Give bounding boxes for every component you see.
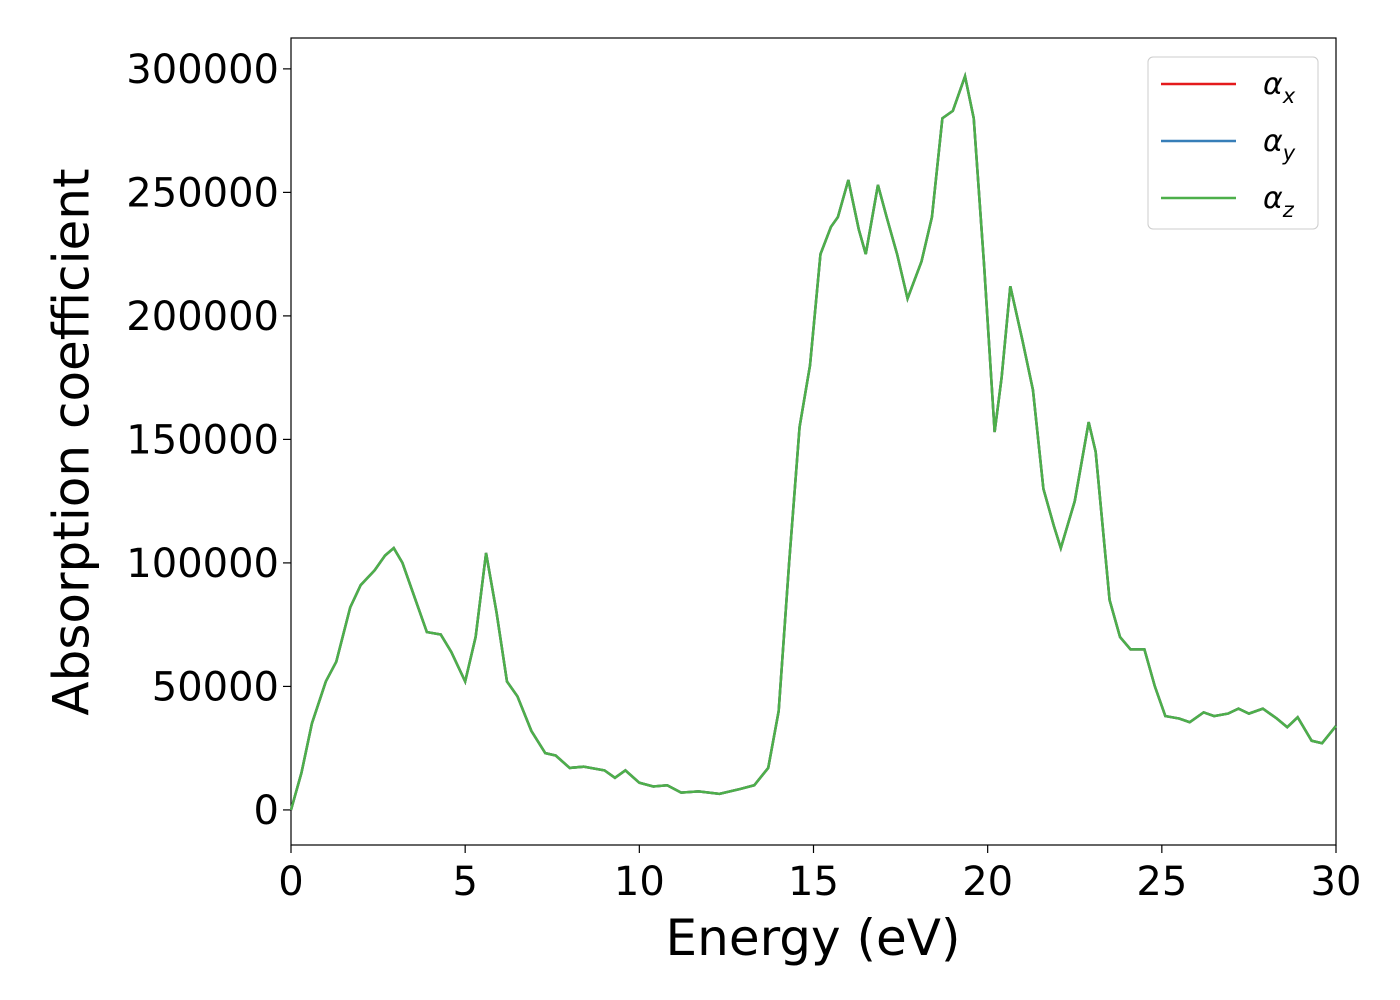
x-tick-label: 10 — [614, 859, 665, 905]
y-tick-label: 0 — [254, 788, 279, 834]
x-tick-label: 30 — [1311, 859, 1362, 905]
legend-label: αz — [1263, 181, 1295, 222]
y-tick-label: 50000 — [152, 664, 279, 710]
x-tick-label: 25 — [1136, 859, 1187, 905]
y-tick-label: 250000 — [126, 170, 279, 216]
y-tick-label: 150000 — [126, 417, 279, 463]
x-tick-label: 0 — [278, 859, 303, 905]
legend-box — [1147, 56, 1319, 230]
x-axis-label: Energy (eV) — [666, 909, 961, 967]
y-tick-label: 300000 — [126, 47, 279, 93]
data-line — [289, 71, 1337, 811]
x-tick-label: 5 — [452, 859, 477, 905]
y-axis-label: Absorption coefficient — [43, 168, 101, 715]
y-tick-label: 100000 — [126, 541, 279, 587]
x-tick-label: 15 — [788, 859, 839, 905]
x-tick-label: 20 — [962, 859, 1013, 905]
y-tick-label: 200000 — [126, 294, 279, 340]
legend-label: αx — [1263, 67, 1296, 108]
legend-label: αy — [1263, 124, 1296, 165]
